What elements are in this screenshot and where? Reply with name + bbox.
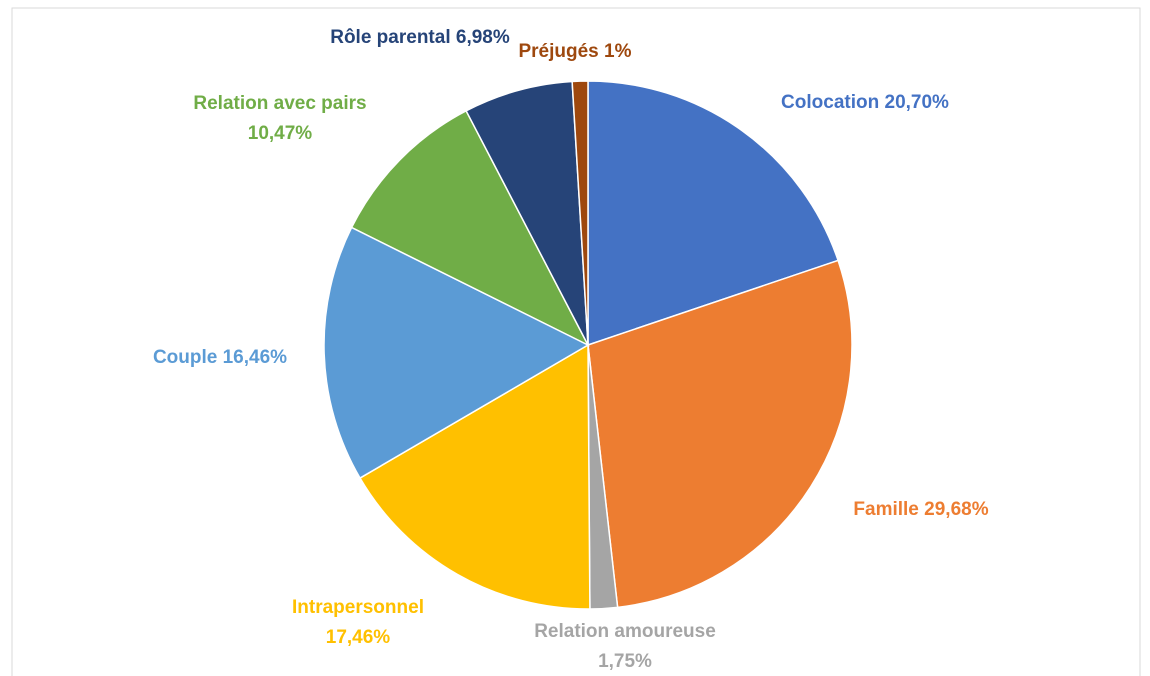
value-label: 6,98% — [455, 27, 510, 48]
value-label: 10,47% — [247, 123, 313, 144]
value-label: 1% — [604, 41, 632, 62]
slice-label: Relation amoureuse 1,75% — [520, 617, 730, 676]
slice-label: Couple 16,46% — [125, 343, 315, 373]
category-label: Intrapersonnel — [292, 597, 424, 618]
pie-slice — [358, 343, 591, 610]
value-label: 1,75% — [598, 651, 652, 672]
pie-slice — [587, 259, 853, 609]
category-label: Rôle parental — [330, 27, 451, 48]
pie-slice — [587, 80, 840, 347]
pie-slice — [323, 226, 590, 480]
slice-label: Relation avec pairs 10,47% — [160, 89, 400, 149]
category-label: Couple — [152, 347, 218, 368]
value-label: 29,68% — [924, 499, 989, 520]
value-label: 20,70% — [884, 92, 949, 113]
slice-label: Famille 29,68% — [826, 495, 1016, 525]
pie-slice — [465, 80, 589, 346]
category-label: Préjugés — [518, 41, 599, 62]
slice-label: Rôle parental 6,98% — [330, 23, 510, 53]
category-label: Relation amoureuse — [534, 621, 716, 642]
slice-label: Intrapersonnel 17,46% — [258, 593, 458, 653]
slice-label: Préjugés 1% — [495, 37, 655, 67]
pie-slice — [350, 109, 590, 347]
category-label: Colocation — [781, 92, 880, 113]
slice-label: Colocation 20,70% — [755, 88, 975, 118]
category-label: Famille — [853, 499, 919, 520]
pie-slice — [571, 80, 589, 346]
chart-frame — [11, 7, 1141, 676]
category-label: Relation avec pairs — [193, 93, 367, 114]
value-label: 17,46% — [325, 627, 391, 648]
value-label: 16,46% — [222, 347, 288, 368]
